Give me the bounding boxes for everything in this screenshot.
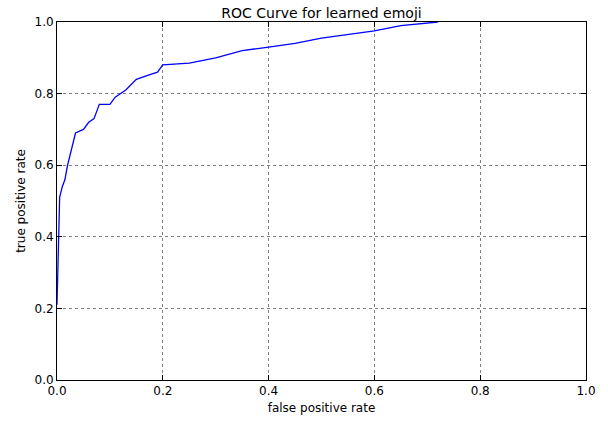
svg-text:1.0: 1.0 bbox=[35, 15, 54, 29]
svg-text:0.8: 0.8 bbox=[471, 384, 490, 398]
svg-text:0.0: 0.0 bbox=[47, 384, 66, 398]
svg-text:ROC Curve for learned emoji: ROC Curve for learned emoji bbox=[221, 5, 421, 21]
svg-text:0.2: 0.2 bbox=[35, 302, 54, 316]
svg-text:0.6: 0.6 bbox=[365, 384, 384, 398]
svg-text:0.4: 0.4 bbox=[259, 384, 278, 398]
svg-text:false positive rate: false positive rate bbox=[268, 401, 376, 415]
svg-text:0.4: 0.4 bbox=[35, 230, 54, 244]
svg-text:0.0: 0.0 bbox=[35, 373, 54, 387]
svg-text:0.8: 0.8 bbox=[35, 87, 54, 101]
svg-text:1.0: 1.0 bbox=[576, 384, 595, 398]
svg-text:true positive rate: true positive rate bbox=[14, 149, 28, 253]
svg-text:0.2: 0.2 bbox=[153, 384, 172, 398]
svg-text:0.6: 0.6 bbox=[35, 158, 54, 172]
